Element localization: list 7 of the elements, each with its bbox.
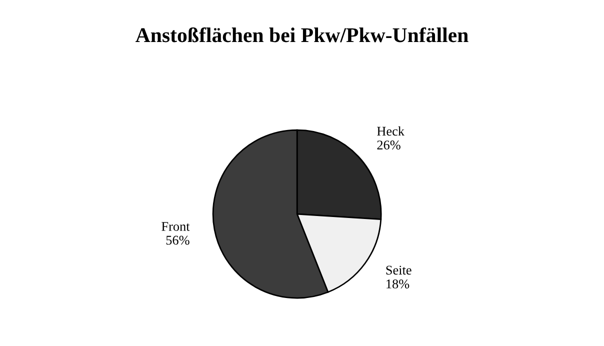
slice-label: Seite bbox=[386, 266, 412, 275]
data-label: 26% bbox=[377, 140, 400, 150]
chart-title: Anstoßflächen bei Pkw/Pkw-Unfällen bbox=[136, 27, 468, 42]
data-label: 56% bbox=[166, 236, 190, 245]
slice-label: Heck bbox=[377, 126, 405, 136]
slice-label: Front bbox=[162, 222, 190, 231]
data-label: 18% bbox=[386, 279, 410, 288]
